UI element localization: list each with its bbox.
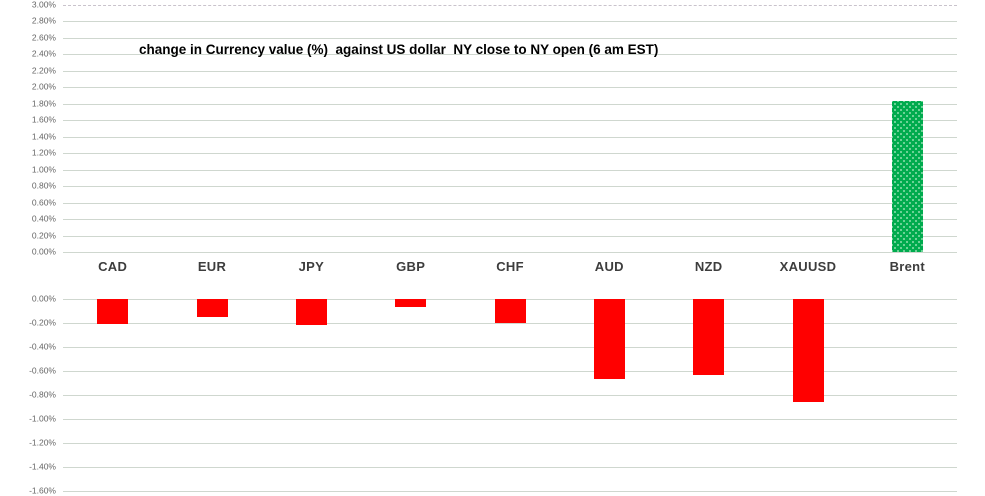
- y-tick-label: 2.00%: [31, 81, 56, 92]
- bar-nzd: [693, 299, 725, 375]
- category-label-nzd: NZD: [694, 259, 723, 274]
- y-tick-label: 0.20%: [31, 230, 56, 241]
- gridline: [63, 395, 957, 396]
- y-tick-label: 2.60%: [31, 32, 56, 43]
- gridline: [63, 235, 957, 237]
- y-tick-label: -0.80%: [29, 389, 56, 400]
- y-tick-label: 0.80%: [31, 180, 56, 191]
- y-tick-label: 1.40%: [31, 131, 56, 142]
- y-tick-label: -0.60%: [29, 365, 56, 376]
- category-label-aud: AUD: [594, 259, 624, 274]
- gridline: [63, 443, 957, 444]
- y-tick-label: -0.20%: [29, 317, 56, 328]
- y-tick-label: 1.80%: [31, 98, 56, 109]
- category-label-eur: EUR: [197, 259, 227, 274]
- gridline: [63, 467, 957, 468]
- gridline: [63, 70, 957, 72]
- y-tick-label: 2.40%: [31, 48, 56, 59]
- gridline: [63, 136, 957, 138]
- y-tick-label: 1.00%: [31, 164, 56, 175]
- y-tick-label: -1.60%: [29, 485, 56, 496]
- gridline: [63, 347, 957, 348]
- y-tick-label: 3.00%: [31, 0, 56, 10]
- gridline: [63, 87, 957, 89]
- y-tick-label: 0.40%: [31, 213, 56, 224]
- bar-gbp: [395, 299, 427, 308]
- y-tick-label: 1.60%: [31, 114, 56, 125]
- y-tick-label: -1.20%: [29, 437, 56, 448]
- y-tick-label: 0.60%: [31, 197, 56, 208]
- category-label-chf: CHF: [496, 259, 524, 274]
- y-tick-label: 1.20%: [31, 147, 56, 158]
- y-tick-label: -1.40%: [29, 461, 56, 472]
- gridline: [63, 103, 957, 105]
- y-tick-label: 2.80%: [31, 15, 56, 26]
- gridline: [63, 419, 957, 420]
- y-tick-label: 0.00%: [31, 246, 56, 257]
- y-tick-label: -0.40%: [29, 341, 56, 352]
- gridline: [63, 323, 957, 324]
- gridline: [63, 186, 957, 188]
- category-label-jpy: JPY: [298, 259, 325, 274]
- bar-jpy: [295, 299, 327, 326]
- gridline: [63, 252, 957, 253]
- chart-title: change in Currency value (%) against US …: [139, 42, 659, 57]
- gridline: [63, 153, 957, 155]
- gridline: [63, 202, 957, 204]
- bar-aud: [593, 299, 625, 380]
- gridline: [63, 219, 957, 221]
- category-label-gbp: GBP: [396, 259, 426, 274]
- gridline: [63, 120, 957, 122]
- y-tick-label: 0.00%: [31, 293, 56, 304]
- y-tick-label: -1.00%: [29, 413, 56, 424]
- gridline: [63, 371, 957, 372]
- bar-cad: [97, 299, 129, 325]
- gridline: [63, 491, 957, 492]
- category-label-xauusd: XAUUSD: [779, 259, 837, 274]
- category-label-cad: CAD: [98, 259, 128, 274]
- gridline: [63, 21, 957, 23]
- bar-chf: [494, 299, 526, 323]
- gridline: [63, 169, 957, 171]
- bar-xauusd: [792, 299, 824, 403]
- y-tick-label: 2.20%: [31, 65, 56, 76]
- bar-brent: [891, 100, 923, 252]
- gridline: [63, 37, 957, 39]
- bar-eur: [196, 299, 228, 317]
- gridline: [63, 5, 957, 6]
- category-label-brent: Brent: [889, 259, 926, 274]
- gridline: [63, 54, 957, 56]
